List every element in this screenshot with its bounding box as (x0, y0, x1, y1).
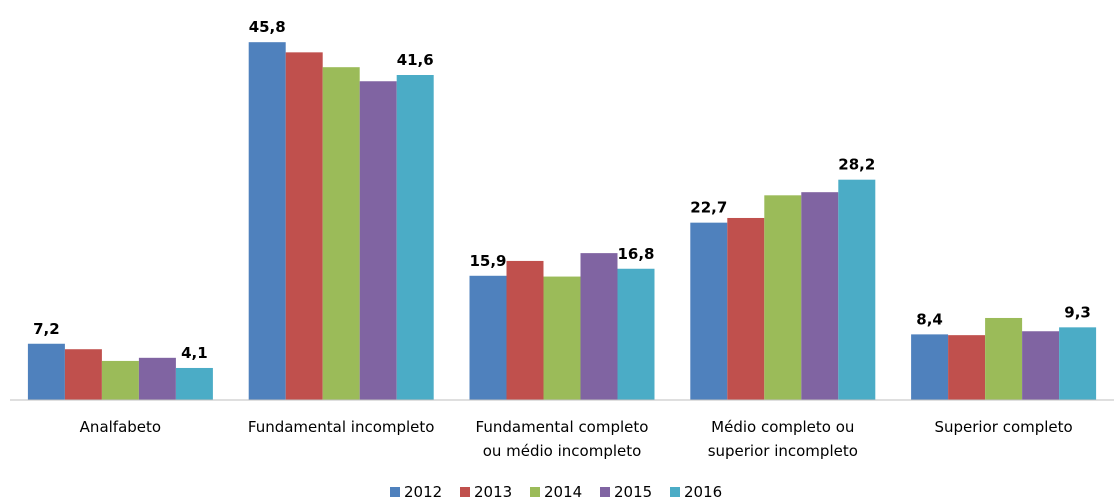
bar (101, 360, 139, 400)
bar (580, 253, 618, 400)
legend-swatch (390, 487, 400, 497)
bar (543, 276, 581, 400)
legend-swatch (600, 487, 610, 497)
x-tick-label: Médio completo ou superior incompleto (707, 418, 858, 460)
value-label: 41,6 (397, 51, 434, 69)
value-label: 16,8 (617, 245, 654, 263)
bar (1022, 331, 1060, 400)
bar (64, 349, 102, 400)
legend-label: 2015 (614, 483, 652, 501)
bar (396, 75, 434, 400)
value-label: 22,7 (690, 199, 727, 217)
bar (175, 367, 213, 400)
legend-label: 2013 (474, 483, 512, 501)
bar (838, 179, 876, 400)
bar (285, 52, 323, 400)
bar (138, 357, 176, 400)
value-label: 9,3 (1064, 303, 1091, 321)
bar (690, 222, 728, 400)
bar (27, 343, 65, 400)
value-label: 8,4 (916, 310, 943, 328)
value-label: 7,2 (33, 320, 60, 338)
legend-swatch (670, 487, 680, 497)
legend-swatch (530, 487, 540, 497)
x-tick-label: Superior completo (934, 418, 1073, 436)
bar (764, 195, 802, 400)
value-label: 15,9 (469, 252, 506, 270)
value-label: 45,8 (249, 18, 286, 36)
bar (948, 335, 986, 400)
bar (801, 192, 839, 400)
legend-label: 2016 (684, 483, 722, 501)
bar (985, 317, 1023, 400)
x-tick-label: Analfabeto (79, 418, 162, 436)
bar (248, 42, 286, 400)
x-tick-label: Fundamental completo ou médio incompleto (475, 418, 649, 460)
bar (322, 67, 360, 400)
bar (506, 260, 544, 400)
legend-label: 2012 (404, 483, 442, 501)
legend-label: 2014 (544, 483, 582, 501)
bar (617, 268, 655, 400)
legend-swatch (460, 487, 470, 497)
bar (469, 275, 507, 400)
bar (911, 334, 949, 400)
bar (1059, 327, 1097, 400)
value-label: 4,1 (181, 344, 208, 362)
value-label: 28,2 (838, 156, 875, 174)
bar (359, 81, 397, 400)
bar (727, 217, 765, 400)
x-tick-label: Fundamental incompleto (247, 418, 435, 436)
